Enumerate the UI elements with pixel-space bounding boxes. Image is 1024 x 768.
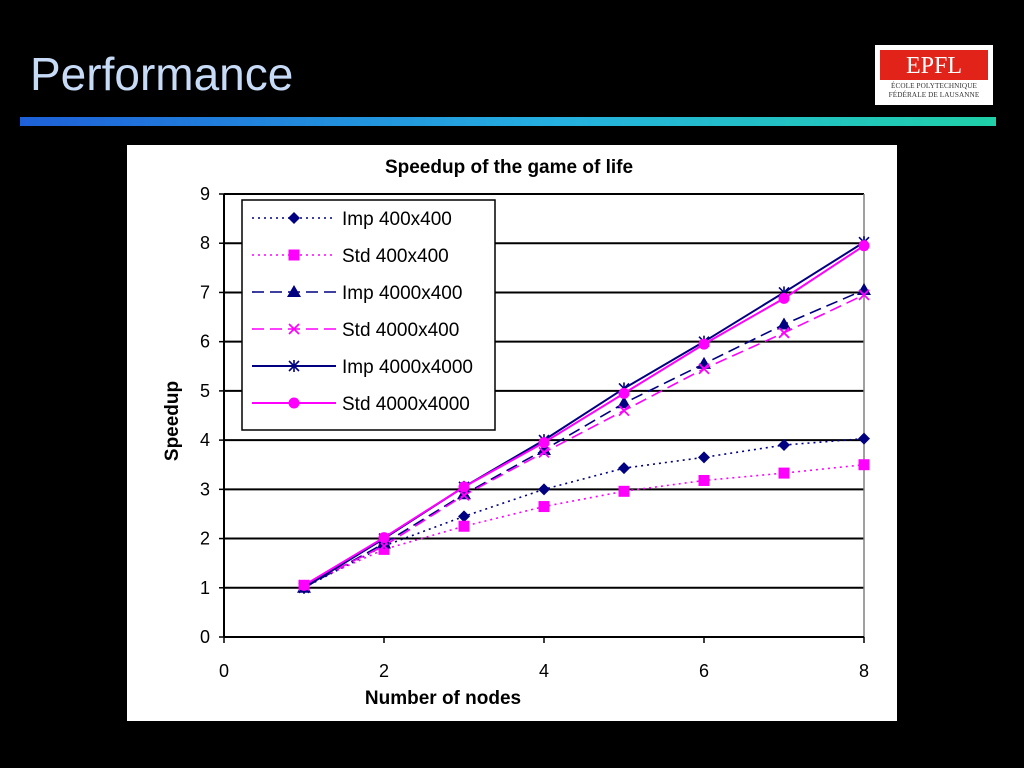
y-tick-label-9: 9 (200, 184, 210, 204)
y-tick-label-4: 4 (200, 430, 210, 450)
data-point-std-4000x4000-7 (778, 292, 790, 304)
data-point-std-400x400-8 (858, 459, 870, 471)
legend-marker-std-4000x400-stroke-b (288, 323, 300, 335)
data-point-imp-400x400-3 (458, 510, 470, 523)
slide-title: Performance (30, 48, 294, 100)
legend-label-std-4000x4000: Std 4000x4000 (342, 394, 470, 415)
y-tick-label-3: 3 (200, 479, 210, 499)
data-point-std-4000x400-6-stroke-b (698, 363, 710, 375)
data-point-std-4000x400-4 (538, 446, 550, 459)
data-point-std-4000x4000-6 (698, 338, 710, 350)
legend-marker-imp-400x400 (288, 212, 300, 224)
data-point-std-4000x400-7-stroke-b (778, 327, 790, 339)
data-point-imp-400x400-5 (618, 462, 630, 475)
legend-label-imp-4000x400: Imp 4000x400 (342, 283, 462, 304)
chart-panel: Speedup of the game of life Number of no… (127, 145, 897, 721)
x-tick-label-4: 4 (539, 661, 549, 681)
speedup-chart: Speedup of the game of life Number of no… (162, 157, 871, 709)
legend-entry-std-400x400: Std 400x400 (252, 246, 449, 267)
data-point-imp-400x400-4 (538, 483, 550, 496)
data-point-std-400x400-2 (378, 543, 390, 555)
series-line-imp-4000x400 (303, 289, 865, 589)
data-point-std-4000x400-3 (458, 489, 470, 501)
series-line-std-400x400 (303, 463, 865, 587)
data-point-std-400x400-7 (778, 467, 790, 479)
data-point-std-4000x400-4-stroke-b (538, 446, 550, 459)
epfl-logo-text: ÉCOLE POLYTECHNIQUE FÉDÉRALE DE LAUSANNE (879, 82, 989, 100)
epfl-logo: EPFL ÉCOLE POLYTECHNIQUE FÉDÉRALE DE LAU… (875, 45, 993, 105)
data-point-std-4000x4000-4 (538, 437, 550, 449)
legend-marker-imp-4000x4000 (288, 360, 300, 372)
x-tick-label-6: 6 (699, 661, 709, 681)
series-line-imp-400x400 (303, 437, 865, 589)
epfl-logo-line2: FÉDÉRALE DE LAUSANNE (888, 91, 980, 99)
title-underline-bar (20, 117, 996, 126)
data-point-std-4000x400-8 (858, 289, 870, 301)
data-point-std-4000x400-7 (778, 327, 790, 339)
data-point-std-4000x400-5 (618, 404, 630, 417)
series-line-std-4000x400 (303, 294, 865, 587)
y-axis-label: Speedup (162, 381, 183, 461)
data-point-std-4000x400-3-stroke-b (458, 489, 470, 501)
legend-label-std-4000x400: Std 4000x400 (342, 320, 459, 341)
data-point-std-400x400-4 (538, 501, 550, 513)
epfl-logo-mark: EPFL (880, 50, 988, 80)
data-point-std-4000x4000-3 (458, 481, 470, 493)
legend-box (241, 199, 496, 431)
legend-entry-imp-4000x4000: Imp 4000x4000 (252, 357, 473, 378)
x-tick-label-0: 0 (219, 661, 229, 681)
legend-entry-std-4000x4000: Std 4000x4000 (252, 394, 470, 415)
legend-entry-imp-4000x400: Imp 4000x400 (252, 283, 462, 304)
y-tick-label-7: 7 (200, 282, 210, 302)
legend-marker-std-4000x400 (288, 323, 300, 335)
legend-entry-std-4000x400: Std 4000x400 (252, 320, 459, 341)
y-tick-label-0: 0 (200, 627, 210, 647)
legend-label-std-400x400: Std 400x400 (342, 246, 449, 267)
data-point-std-400x400-3 (458, 520, 470, 532)
data-point-std-4000x400-5-stroke-b (618, 404, 630, 417)
data-point-std-4000x400-6 (698, 363, 710, 375)
data-point-imp-400x400-6 (698, 451, 710, 464)
y-tick-label-1: 1 (200, 578, 210, 598)
x-axis-label: Number of nodes (365, 688, 521, 709)
x-tick-label-2: 2 (379, 661, 389, 681)
data-point-imp-4000x400-7 (777, 317, 791, 330)
epfl-logo-line1: ÉCOLE POLYTECHNIQUE (890, 82, 978, 90)
chart-title: Speedup of the game of life (385, 157, 633, 178)
data-point-imp-4000x400-5 (617, 396, 631, 409)
legend-marker-imp-4000x400 (287, 285, 301, 297)
data-point-imp-4000x400-8 (857, 282, 871, 295)
y-tick-label-6: 6 (200, 332, 210, 352)
legend-marker-std-400x400 (288, 249, 300, 261)
y-tick-label-2: 2 (200, 529, 210, 549)
epfl-wordmark: EPFL (906, 53, 962, 79)
legend-entry-imp-400x400: Imp 400x400 (252, 209, 452, 230)
epfl-wordmark-icon: EPFL (906, 53, 962, 79)
data-point-std-400x400-5 (618, 485, 630, 497)
data-point-std-4000x4000-5 (618, 387, 630, 399)
data-point-std-4000x4000-8 (858, 240, 870, 252)
data-point-imp-4000x400-3 (457, 487, 471, 500)
series-line-std-4000x4000 (303, 244, 865, 587)
data-point-std-4000x4000-2 (378, 532, 390, 544)
data-point-std-4000x400-8-stroke-b (858, 289, 870, 301)
x-tick-label-8: 8 (859, 661, 869, 681)
data-point-std-4000x4000-1 (298, 579, 310, 591)
legend-label-imp-400x400: Imp 400x400 (342, 209, 452, 230)
legend-marker-std-4000x4000 (288, 397, 300, 409)
y-tick-label-8: 8 (200, 233, 210, 253)
y-tick-label-5: 5 (200, 381, 210, 401)
data-point-imp-4000x400-4 (537, 442, 551, 455)
data-point-imp-400x400-8 (858, 432, 870, 445)
legend-label-imp-4000x4000: Imp 4000x4000 (342, 357, 473, 378)
data-point-imp-400x400-7 (778, 439, 790, 452)
data-point-std-400x400-6 (698, 474, 710, 486)
series-imp-400x400 (298, 432, 870, 594)
series-std-4000x4000 (298, 240, 870, 591)
